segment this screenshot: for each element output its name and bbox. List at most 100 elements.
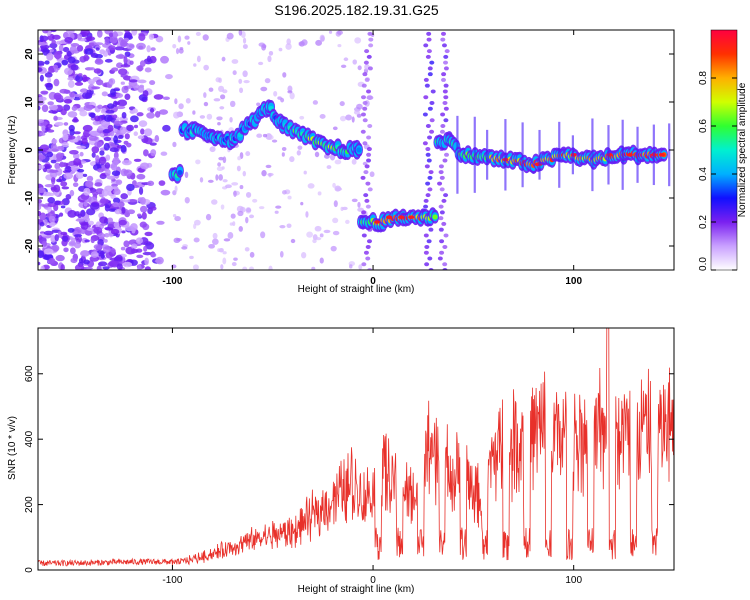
noise-cell — [61, 235, 69, 242]
noise-cell — [319, 257, 324, 264]
noise-cell — [300, 201, 304, 206]
noise-cell — [429, 118, 435, 123]
noise-cell — [109, 35, 118, 44]
noise-cell — [82, 91, 91, 100]
noise-cell — [79, 88, 88, 93]
noise-cell — [236, 165, 241, 172]
noise-cell — [75, 171, 84, 179]
noise-cell — [444, 152, 450, 157]
noise-cell — [48, 257, 56, 265]
noise-cell — [289, 92, 295, 100]
ridge-peak — [398, 215, 405, 219]
noise-cell — [95, 47, 100, 51]
noise-cell — [194, 219, 201, 226]
noise-cell — [126, 43, 135, 50]
noise-cell — [79, 151, 84, 157]
noise-cell — [53, 115, 58, 121]
y-tick-label: 20 — [24, 48, 35, 60]
noise-cell — [366, 158, 372, 163]
noise-cell — [117, 201, 125, 208]
ridge-streak — [504, 119, 507, 191]
noise-cell — [75, 218, 85, 222]
noise-cell — [353, 110, 360, 115]
noise-cell — [112, 114, 118, 119]
noise-cell — [193, 237, 200, 243]
noise-cell — [264, 78, 271, 84]
noise-cell — [60, 231, 68, 236]
noise-cell — [427, 256, 433, 261]
noise-cell — [150, 206, 157, 211]
noise-cell — [426, 239, 432, 244]
noise-cell — [332, 230, 340, 236]
noise-cell — [120, 193, 128, 200]
noise-cell — [139, 60, 146, 67]
noise-cell — [80, 250, 90, 257]
noise-cell — [70, 165, 80, 172]
y-tick-label: -20 — [24, 238, 35, 253]
noise-cell — [102, 245, 111, 253]
noise-cell — [160, 151, 168, 156]
noise-cell — [51, 39, 57, 45]
noise-cell — [98, 156, 107, 165]
snr-y-ticks: 0 200 400 600 — [24, 365, 674, 573]
noise-cell — [360, 129, 366, 134]
noise-cell — [154, 110, 161, 118]
noise-cell — [94, 141, 103, 148]
noise-cell — [98, 261, 108, 267]
noise-cell — [51, 244, 60, 252]
figure-title: S196.2025.182.19.31.G25 — [274, 2, 439, 18]
noise-cell — [297, 145, 303, 150]
noise-cell — [43, 248, 54, 255]
noise-cell — [336, 30, 343, 35]
noise-cell — [271, 139, 278, 143]
noise-cell — [55, 152, 64, 161]
noise-cell — [133, 124, 139, 129]
y-tick-label: 0 — [24, 567, 35, 573]
noise-cell — [38, 203, 42, 211]
noise-cell — [117, 99, 128, 107]
noise-cell — [223, 238, 231, 242]
noise-cell — [74, 81, 84, 86]
noise-cell — [217, 122, 221, 126]
noise-cell — [121, 230, 126, 234]
noise-cell — [138, 33, 146, 41]
noise-cell — [116, 263, 123, 270]
noise-cell — [422, 141, 428, 146]
noise-cell — [59, 161, 64, 168]
noise-cell — [367, 187, 373, 192]
noise-cell — [99, 216, 108, 224]
noise-cell — [123, 56, 128, 64]
noise-cell — [258, 42, 266, 47]
noise-cell — [239, 87, 244, 94]
noise-cell — [67, 210, 77, 218]
noise-cell — [101, 91, 108, 97]
noise-cell — [144, 137, 153, 145]
noise-cell — [111, 170, 121, 177]
noise-cell — [77, 213, 82, 219]
noise-cell — [438, 216, 444, 221]
noise-cell — [208, 243, 215, 249]
noise-cell — [92, 191, 99, 196]
noise-cell — [285, 43, 292, 50]
noise-cell — [426, 49, 432, 54]
noise-cell — [102, 266, 110, 270]
noise-cell — [115, 93, 124, 98]
noise-cell — [136, 112, 144, 117]
ridge-streak — [607, 125, 610, 185]
noise-cell — [274, 210, 279, 214]
noise-cell — [218, 77, 222, 83]
noise-cell — [138, 45, 144, 50]
noise-cell — [225, 184, 232, 189]
noise-cell — [113, 221, 120, 228]
noise-cell — [217, 162, 222, 167]
noise-cell — [38, 119, 45, 123]
noise-cell — [362, 100, 368, 105]
noise-cell — [367, 31, 373, 36]
noise-cell — [340, 206, 344, 211]
noise-cell — [175, 48, 180, 55]
noise-cell — [172, 141, 177, 148]
noise-cell — [444, 49, 450, 54]
noise-cell — [242, 170, 247, 177]
noise-cell — [137, 135, 145, 140]
noise-cell — [69, 91, 75, 98]
